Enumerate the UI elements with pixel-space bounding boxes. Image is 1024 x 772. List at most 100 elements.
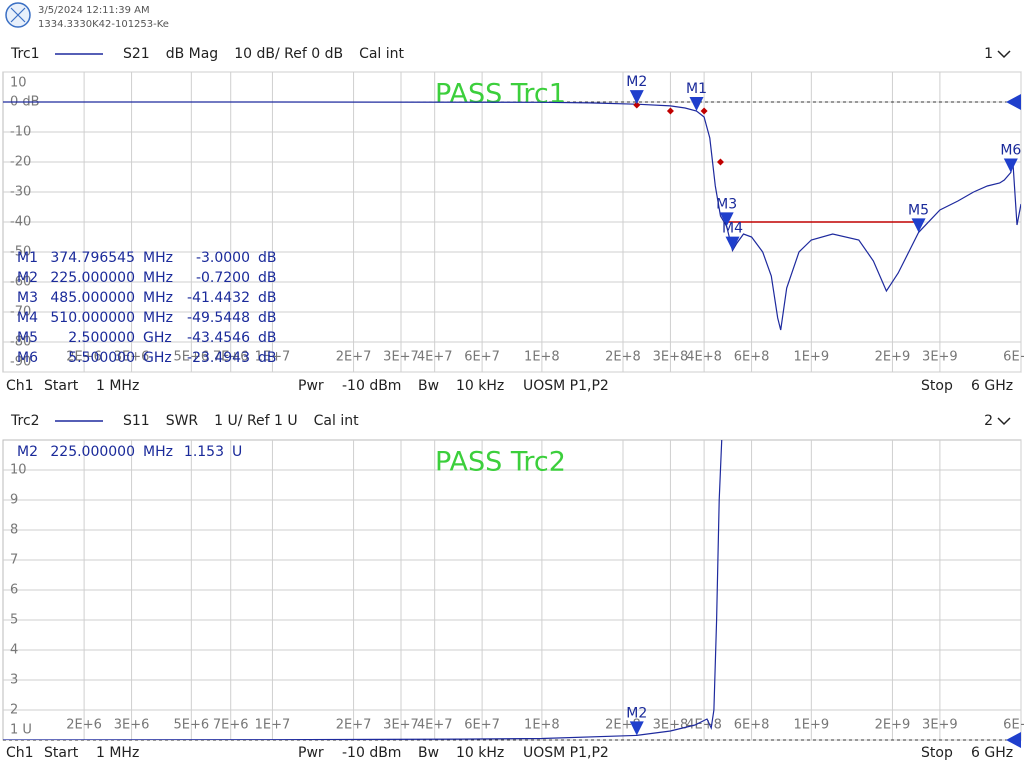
x-tick-label: 2E+8	[605, 718, 641, 733]
marker-table-cell: M3	[17, 290, 38, 306]
marker-table-cell: 5.500000	[68, 350, 135, 366]
x-tick-label: 1E+9	[794, 350, 830, 365]
x-tick-label: 3E+7	[383, 350, 419, 365]
status-item: Stop	[921, 378, 953, 394]
marker	[725, 236, 740, 251]
window-menu[interactable]	[997, 417, 1011, 426]
status-item: -10 dBm	[342, 745, 401, 761]
x-tick-label: 6E+8	[734, 718, 770, 733]
x-tick-label: 2E+7	[336, 718, 372, 733]
x-tick-label: 3E+9	[922, 350, 958, 365]
trace-parameter: S11	[123, 413, 150, 429]
window-menu[interactable]	[997, 50, 1011, 59]
marker-label: M2	[626, 74, 647, 90]
marker-table-cell: -23.4943	[187, 350, 250, 366]
marker-table-cell: MHz	[143, 270, 173, 286]
x-tick-label: 1E+9	[794, 718, 830, 733]
marker-table-cell: M6	[17, 350, 38, 366]
y-tick-label: 10	[10, 76, 27, 91]
marker-label: M1	[686, 81, 707, 97]
y-tick-label: 9	[10, 493, 18, 508]
x-tick-label: 6E+7	[464, 718, 500, 733]
logo	[5, 2, 31, 28]
marker-table-cell: dB	[258, 270, 277, 286]
marker-table-cell: GHz	[143, 350, 172, 366]
status-item: Bw	[418, 378, 439, 394]
x-tick-label: 2E+8	[605, 350, 641, 365]
marker-table-cell: 374.796545	[50, 250, 135, 266]
y-tick-label: -90	[10, 355, 31, 370]
marker-table-cell: GHz	[143, 330, 172, 346]
y-tick-label: 8	[10, 523, 18, 538]
trace-format: SWR	[166, 413, 199, 429]
marker-table-cell: M5	[17, 330, 38, 346]
serial: 1334.3330K42-101253-Ke	[38, 19, 169, 30]
marker-table-cell: 510.000000	[50, 310, 135, 326]
x-tick-label: 6E+9	[1003, 350, 1024, 365]
x-tick-label: 7E+6	[213, 350, 249, 365]
x-tick-label: 3E+7	[383, 718, 419, 733]
trace-scale: 10 dB/ Ref 0 dB	[234, 46, 343, 62]
marker	[629, 721, 644, 736]
trace-parameter: S21	[123, 46, 150, 62]
y-tick-label: 4	[10, 643, 18, 658]
limit-point	[633, 101, 641, 109]
x-tick-label: 3E+8	[653, 350, 689, 365]
marker	[1003, 158, 1018, 173]
window-number[interactable]: 2	[984, 413, 993, 429]
y-tick-label: -60	[10, 275, 31, 290]
window-number[interactable]: 1	[984, 46, 993, 62]
x-tick-label: 1E+7	[255, 718, 291, 733]
status-item: Pwr	[298, 378, 324, 394]
x-tick-label: 1E+7	[255, 350, 291, 365]
x-tick-label: 3E+6	[114, 718, 150, 733]
x-tick-label: 5E+6	[174, 718, 210, 733]
marker	[911, 218, 926, 233]
marker-table-cell: dB	[258, 330, 277, 346]
x-tick-label: 2E+9	[875, 718, 911, 733]
marker	[689, 97, 704, 111]
marker-table-cell: -3.0000	[196, 250, 250, 266]
plot	[3, 101, 1021, 331]
x-tick-label: 6E+8	[734, 350, 770, 365]
date: 3/5/2024 12:11:39 AM	[38, 5, 150, 16]
y-tick-label: 5	[10, 613, 18, 628]
status-item: Ch1	[6, 745, 34, 761]
pass-label: PASS Trc1	[435, 79, 566, 110]
x-tick-label: 2E+9	[875, 350, 911, 365]
y-tick-label: -80	[10, 335, 31, 350]
marker-table-cell: 225.000000	[50, 270, 135, 286]
y-tick-label: -10	[10, 125, 31, 140]
plot	[3, 440, 723, 740]
status-item: 1 MHz	[96, 745, 139, 761]
marker-table-cell: MHz	[143, 444, 173, 460]
x-tick-label: 2E+7	[336, 350, 372, 365]
y-tick-label: 7	[10, 553, 18, 568]
marker-table-cell: -41.4432	[187, 290, 250, 306]
x-tick-label: 4E+7	[417, 718, 453, 733]
marker-label: M2	[626, 705, 647, 721]
trace-name: Trc1	[10, 46, 40, 62]
x-tick-label: 2E+6	[66, 718, 102, 733]
trace-cal: Cal int	[314, 413, 359, 429]
x-tick-label: 1E+8	[524, 350, 560, 365]
marker	[629, 90, 644, 105]
marker-table-cell: -0.7200	[196, 270, 250, 286]
marker-table-cell: -43.4546	[187, 330, 250, 346]
marker-table-cell: dB	[258, 350, 277, 366]
x-tick-label: 4E+8	[686, 350, 722, 365]
marker-table-cell: dB	[258, 250, 277, 266]
status-item: 6 GHz	[971, 745, 1013, 761]
trace-cal: Cal int	[359, 46, 404, 62]
x-tick-label: 6E+7	[464, 350, 500, 365]
x-tick-label: 6E+9	[1003, 718, 1024, 733]
marker-table-cell: M2	[17, 444, 38, 460]
marker-table-cell: 1.153	[184, 444, 224, 460]
marker-label: M3	[716, 196, 737, 212]
x-tick-label: 5E+6	[174, 350, 210, 365]
limit-point	[716, 158, 724, 166]
marker-label: M5	[908, 202, 929, 218]
